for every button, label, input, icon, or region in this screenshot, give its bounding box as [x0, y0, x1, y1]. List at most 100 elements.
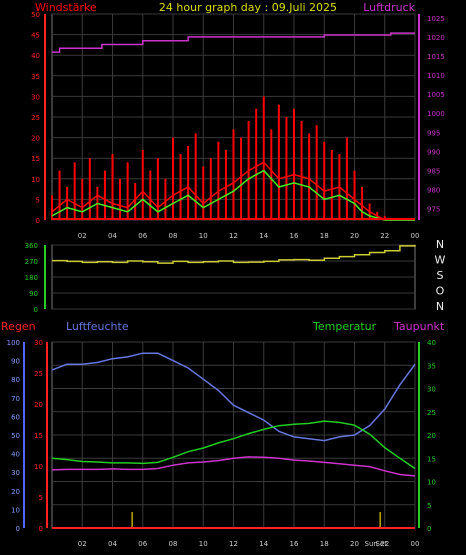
- wind-strength-title: Windstärke: [35, 1, 97, 14]
- temperature-tick-label: 25: [427, 409, 436, 417]
- wind-x-tick-label: 10: [199, 232, 208, 240]
- wind-tick-label: 15: [31, 155, 40, 163]
- rain-tick-label: 0: [39, 525, 43, 533]
- temperature-tick-label: 5: [427, 502, 431, 510]
- direction-tick-label: 360: [25, 242, 38, 250]
- wind-x-tick-label: 12: [229, 232, 238, 240]
- wind-tick-label: 40: [31, 52, 40, 60]
- temperature-tick-label: 30: [427, 386, 436, 394]
- humidity-tick-label: 10: [11, 506, 20, 514]
- wind-tick-label: 5: [36, 196, 40, 204]
- direction-tick-label: 180: [25, 274, 38, 282]
- temperature-tick-label: 20: [427, 432, 436, 440]
- compass-label: O: [436, 285, 445, 298]
- humidity-tick-label: 30: [11, 469, 20, 477]
- dewpoint-line: [51, 456, 416, 477]
- humidity-line: [51, 352, 416, 442]
- climate-x-tick-label: 16: [290, 540, 299, 548]
- pressure-tick-label: 1025: [427, 15, 445, 23]
- rain-tick-label: 15: [34, 432, 43, 440]
- wind-tick-label: 30: [31, 93, 40, 101]
- temperature-tick-label: 15: [427, 455, 436, 463]
- rain-tick-label: 30: [34, 339, 43, 347]
- climate-x-tick-label: 18: [320, 540, 329, 548]
- wind-direction-line: [52, 245, 416, 264]
- wind-tick-label: 45: [31, 32, 40, 40]
- wind-x-tick-label: 16: [290, 232, 299, 240]
- dewpoint-title: Taupunkt: [393, 320, 445, 333]
- climate-x-tick-label: 10: [199, 540, 208, 548]
- rain-tick-label: 5: [39, 494, 43, 502]
- pressure-tick-label: 1020: [427, 34, 445, 42]
- climate-x-tick-label: 00: [411, 540, 420, 548]
- compass-label: N: [436, 238, 444, 251]
- wind-x-tick-label: 14: [259, 232, 268, 240]
- pressure-tick-label: 1005: [427, 91, 445, 99]
- climate-x-tick-label: 22: [380, 540, 389, 548]
- wind-x-tick-label: 06: [138, 232, 147, 240]
- pressure-tick-label: 995: [427, 129, 440, 137]
- climate-x-tick-label: 20: [350, 540, 359, 548]
- pressure-line: [52, 32, 415, 53]
- pressure-title: Luftdruck: [363, 1, 415, 14]
- temperature-tick-label: 40: [427, 339, 436, 347]
- humidity-tick-label: 50: [11, 432, 20, 440]
- temperature-tick-label: 10: [427, 479, 436, 487]
- wind-tick-label: 50: [31, 11, 40, 19]
- rain-tick-label: 25: [34, 370, 43, 378]
- pressure-tick-label: 1010: [427, 72, 445, 80]
- temperature-tick-label: 35: [427, 362, 436, 370]
- humidity-tick-label: 80: [11, 376, 20, 384]
- direction-tick-label: 0: [34, 306, 38, 314]
- wind-x-tick-label: 08: [169, 232, 178, 240]
- graph-title: 24 hour graph day : 09.Juli 2025: [159, 1, 337, 14]
- humidity-tick-label: 60: [11, 413, 20, 421]
- wind-strength-line: [51, 161, 415, 221]
- humidity-title: Luftfeuchte: [66, 320, 129, 333]
- pressure-tick-label: 975: [427, 206, 440, 214]
- wind-tick-label: 10: [31, 176, 40, 184]
- wind-x-tick-label: 00: [411, 232, 420, 240]
- climate-x-tick-label: 08: [169, 540, 178, 548]
- climate-x-tick-label: 04: [108, 540, 117, 548]
- compass-label: N: [436, 300, 444, 313]
- humidity-tick-label: 20: [11, 488, 20, 496]
- humidity-tick-label: 100: [7, 339, 20, 347]
- rain-title: Regen: [1, 320, 36, 333]
- wind-x-tick-label: 18: [320, 232, 329, 240]
- wind-x-tick-label: 04: [108, 232, 117, 240]
- rain-tick-label: 10: [34, 463, 43, 471]
- pressure-tick-label: 985: [427, 167, 440, 175]
- pressure-tick-label: 1000: [427, 110, 445, 118]
- humidity-tick-label: 40: [11, 451, 20, 459]
- wind-tick-label: 35: [31, 73, 40, 81]
- temperature-title: Temperatur: [312, 320, 377, 333]
- climate-x-tick-label: 06: [138, 540, 147, 548]
- humidity-tick-label: 90: [11, 358, 20, 366]
- wind-average-line: [51, 169, 415, 221]
- humidity-tick-label: 0: [16, 525, 20, 533]
- wind-x-tick-label: 22: [380, 232, 389, 240]
- sunset-label: Sun: [365, 540, 378, 548]
- climate-x-tick-label: 12: [229, 540, 238, 548]
- wind-tick-label: 25: [31, 114, 40, 122]
- wind-tick-label: 0: [36, 217, 40, 225]
- sunset-label: Set: [375, 540, 387, 548]
- pressure-tick-label: 980: [427, 186, 440, 194]
- direction-tick-label: 90: [29, 290, 38, 298]
- climate-x-tick-label: 02: [78, 540, 87, 548]
- pressure-tick-label: 990: [427, 148, 440, 156]
- wind-x-tick-label: 02: [78, 232, 87, 240]
- direction-tick-label: 270: [25, 258, 38, 266]
- temperature-tick-label: 0: [427, 525, 431, 533]
- humidity-tick-label: 70: [11, 395, 20, 403]
- wind-tick-label: 20: [31, 135, 40, 143]
- rain-tick-label: 20: [34, 401, 43, 409]
- pressure-tick-label: 1015: [427, 53, 445, 61]
- wind-x-tick-label: 20: [350, 232, 359, 240]
- compass-label: S: [437, 269, 444, 282]
- temperature-line: [51, 420, 416, 470]
- compass-label: W: [435, 254, 446, 267]
- climate-x-tick-label: 14: [259, 540, 268, 548]
